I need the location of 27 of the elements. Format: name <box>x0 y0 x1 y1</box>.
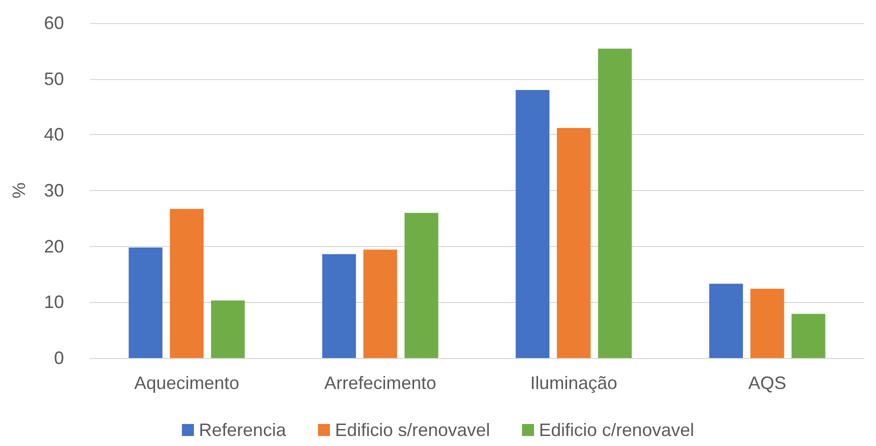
bar <box>750 288 784 358</box>
bar <box>404 212 438 358</box>
y-tick-label: 10 <box>44 292 64 312</box>
y-tick-label: 60 <box>44 13 64 33</box>
bar <box>598 48 632 358</box>
bar <box>363 250 398 358</box>
bar <box>322 254 356 358</box>
legend-label: Edificio c/renovavel <box>539 420 694 440</box>
bar <box>170 208 204 358</box>
x-tick-label: AQS <box>748 373 786 393</box>
legend-label: Edificio s/renovavel <box>334 420 490 440</box>
y-tick-label: 20 <box>44 236 64 256</box>
x-tick-label: Arrefecimento <box>324 373 436 393</box>
bar <box>792 314 826 358</box>
y-axis-title: % <box>9 182 29 199</box>
y-tick-label: 50 <box>44 68 64 89</box>
y-tick-label: 30 <box>44 180 64 200</box>
y-tick-label: 0 <box>54 348 64 368</box>
bar <box>211 300 245 358</box>
x-tick-label: Aquecimento <box>134 373 240 393</box>
bar <box>516 90 550 358</box>
y-tick-label: 40 <box>44 124 64 145</box>
bar <box>709 284 743 358</box>
legend-label: Referencia <box>198 420 287 440</box>
bar <box>556 128 591 358</box>
x-tick-label: Iluminação <box>530 373 618 393</box>
bar <box>128 247 162 358</box>
